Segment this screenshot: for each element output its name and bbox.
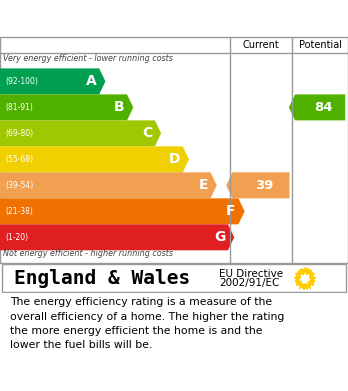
Polygon shape <box>0 172 217 198</box>
Polygon shape <box>0 146 189 172</box>
Polygon shape <box>0 94 133 120</box>
Text: E: E <box>198 178 208 192</box>
Text: (39-54): (39-54) <box>5 181 33 190</box>
Text: A: A <box>86 74 96 88</box>
Text: B: B <box>113 100 124 115</box>
Text: 84: 84 <box>314 101 333 114</box>
Text: 39: 39 <box>255 179 274 192</box>
Polygon shape <box>0 198 245 224</box>
Text: D: D <box>168 152 180 166</box>
Text: G: G <box>214 230 225 244</box>
Text: Energy Efficiency Rating: Energy Efficiency Rating <box>60 9 288 27</box>
Polygon shape <box>0 68 105 94</box>
Text: (92-100): (92-100) <box>5 77 38 86</box>
Text: (69-80): (69-80) <box>5 129 33 138</box>
Text: C: C <box>142 126 152 140</box>
Text: (21-38): (21-38) <box>5 207 33 216</box>
Text: Potential: Potential <box>299 40 342 50</box>
Polygon shape <box>0 120 161 146</box>
Polygon shape <box>0 224 234 250</box>
Text: 2002/91/EC: 2002/91/EC <box>219 278 279 289</box>
Text: (1-20): (1-20) <box>5 233 28 242</box>
Text: (55-68): (55-68) <box>5 155 33 164</box>
Text: (81-91): (81-91) <box>5 103 33 112</box>
Text: Not energy efficient - higher running costs: Not energy efficient - higher running co… <box>3 249 174 258</box>
Text: F: F <box>226 204 236 218</box>
Polygon shape <box>226 172 290 198</box>
Polygon shape <box>289 94 345 120</box>
Text: The energy efficiency rating is a measure of the
overall efficiency of a home. T: The energy efficiency rating is a measur… <box>10 297 285 350</box>
Text: Current: Current <box>243 40 279 50</box>
Text: England & Wales: England & Wales <box>14 269 190 287</box>
Text: Very energy efficient - lower running costs: Very energy efficient - lower running co… <box>3 54 173 63</box>
Text: EU Directive: EU Directive <box>219 269 283 279</box>
